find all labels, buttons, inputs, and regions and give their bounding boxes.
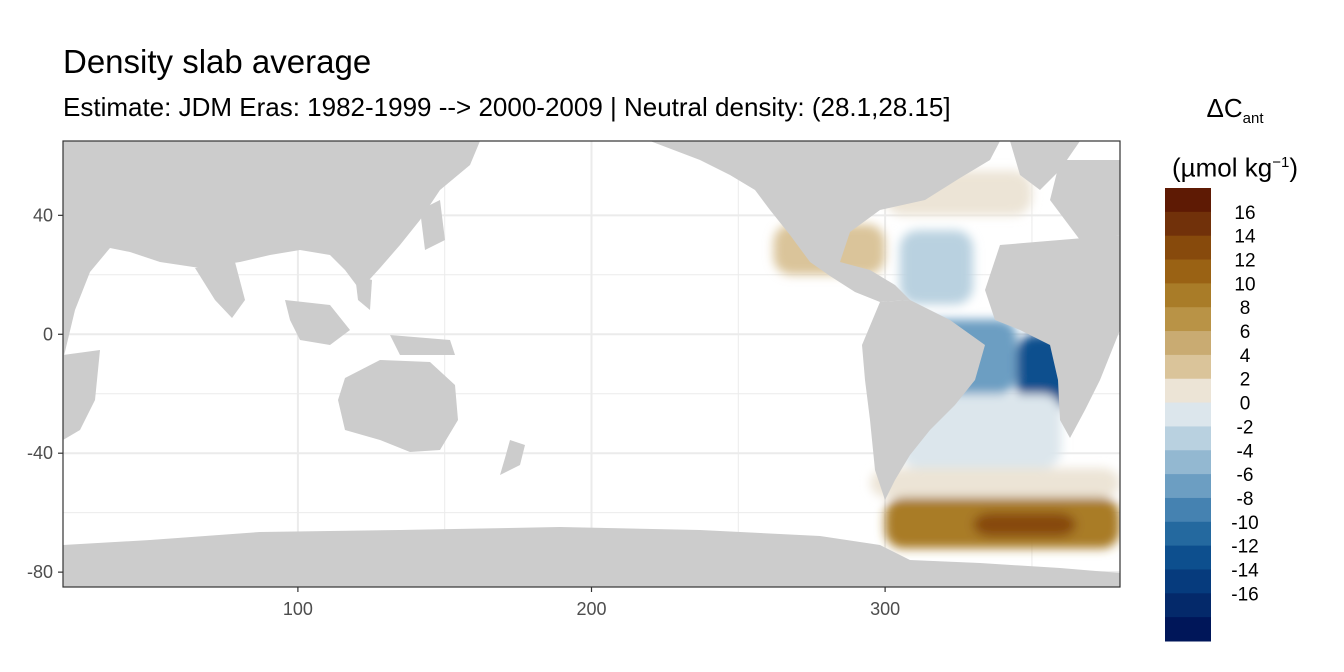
heat-region [870, 468, 1120, 498]
colorbar-label: -2 [1237, 417, 1254, 438]
colorbar-swatch [1165, 426, 1211, 451]
land-mask [63, 141, 1120, 587]
legend-title: ΔCant (µmol kg−1) [1160, 86, 1310, 190]
colorbar-swatch [1165, 211, 1211, 237]
colorbar-swatch [1165, 497, 1211, 523]
colorbar-swatch [1165, 259, 1211, 284]
eurasia-west-shape [63, 141, 480, 360]
colorbar-label: -16 [1231, 584, 1258, 605]
colorbar-swatch [1165, 545, 1211, 570]
y-tick-label: 40 [33, 205, 53, 225]
colorbar-swatch [1165, 378, 1211, 404]
colorbar-label: 10 [1234, 274, 1255, 295]
colorbar-label: 4 [1240, 346, 1251, 367]
new-guinea-shape [390, 335, 455, 355]
philippines-shape [355, 275, 372, 310]
heat-region [973, 512, 1076, 537]
y-tick-label: -40 [27, 443, 53, 463]
colorbar-swatch [1165, 450, 1211, 475]
legend-unit-suffix: ) [1289, 152, 1298, 183]
colorbar-swatch [1165, 354, 1211, 380]
chart-title: Density slab average [63, 43, 372, 80]
colorbar-label: -10 [1231, 513, 1258, 534]
colorbar-label: -6 [1237, 465, 1254, 486]
colorbar-label: -14 [1231, 560, 1259, 581]
colorbar-label: 2 [1240, 370, 1251, 391]
heat-region [899, 230, 974, 305]
colorbar-swatch [1165, 235, 1211, 261]
chart-subtitle: Estimate: JDM Eras: 1982-1999 --> 2000-2… [63, 92, 951, 122]
colorbar-swatch [1165, 283, 1211, 308]
indonesia-shape [285, 300, 350, 345]
legend-unit-sup: −1 [1272, 154, 1290, 172]
colorbar-label: -12 [1231, 537, 1258, 558]
y-tick-label: -80 [27, 562, 53, 582]
colorbar-swatch [1165, 569, 1211, 594]
antarctica-shape [63, 527, 1120, 587]
x-tick-label: 200 [576, 599, 606, 619]
colorbar-label: -4 [1237, 441, 1254, 462]
greenland-shape [1010, 141, 1080, 190]
japan-shape [420, 200, 445, 250]
south-america-shape [862, 300, 985, 500]
x-tick-label: 100 [283, 599, 313, 619]
colorbar-swatch [1165, 307, 1211, 332]
y-tick-label: 0 [43, 324, 53, 344]
europe-shape [1050, 160, 1120, 240]
x-tick-label: 300 [870, 599, 900, 619]
africa-east-shape [63, 350, 100, 440]
colorbar-label: -8 [1237, 489, 1254, 510]
colorbar-swatch [1165, 617, 1211, 642]
colorbar-label: 14 [1234, 227, 1256, 248]
africa-west-shape [985, 235, 1120, 438]
india-shape [195, 262, 245, 318]
colorbar-label: 8 [1240, 298, 1251, 319]
australia-shape [338, 360, 458, 452]
colorbar-swatch [1165, 593, 1211, 618]
new-zealand-shape [500, 440, 525, 475]
colorbar-label: 6 [1240, 322, 1251, 343]
legend-title-sub: ant [1242, 110, 1264, 128]
y-tick-labels: 40 0 -40 -80 [27, 205, 53, 582]
colorbar-label: 16 [1234, 203, 1255, 224]
north-america-shape [650, 141, 1000, 302]
colorbar [1165, 188, 1211, 642]
colorbar-label: 12 [1234, 251, 1255, 272]
x-tick-labels: 100 200 300 [283, 599, 900, 619]
colorbar-swatch [1165, 331, 1211, 356]
colorbar-swatch [1165, 402, 1211, 427]
legend-title-main: ΔC [1206, 93, 1243, 123]
legend-unit-prefix: (µmol kg [1172, 152, 1273, 183]
colorbar-swatch [1165, 521, 1211, 547]
axis-ticks [58, 214, 886, 592]
colorbar-swatch [1165, 188, 1211, 213]
colorbar-swatch [1165, 474, 1211, 499]
colorbar-label: 0 [1240, 394, 1251, 415]
